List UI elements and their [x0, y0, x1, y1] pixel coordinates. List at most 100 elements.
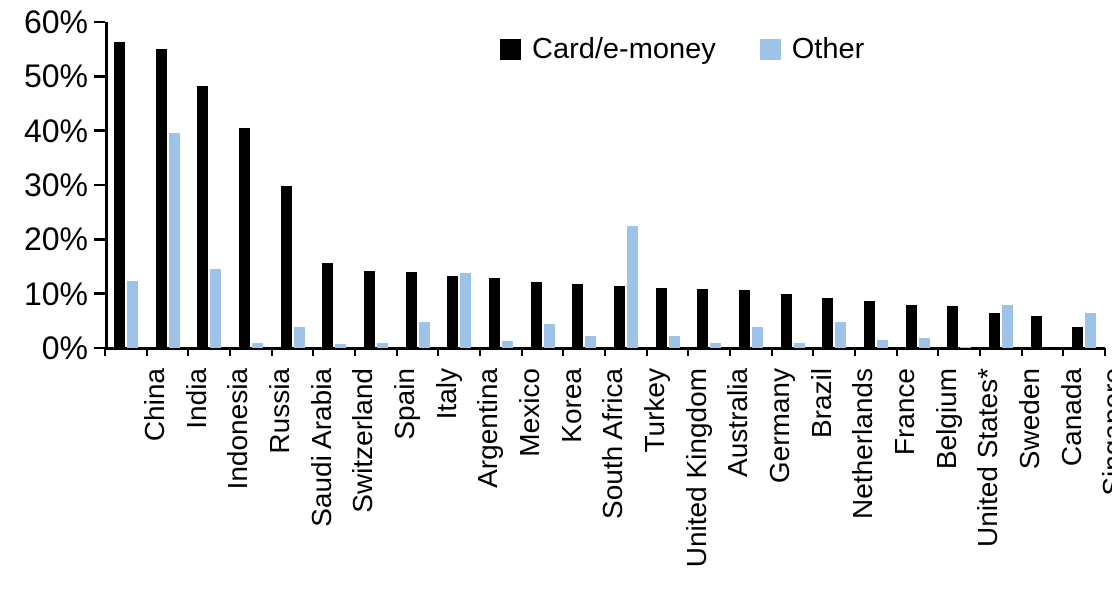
x-tick-mark [604, 348, 606, 356]
legend-swatch-other [759, 39, 781, 60]
x-tick-mark [770, 348, 773, 356]
y-tick-mark [94, 183, 105, 187]
y-axis-tick-label: 40% [23, 112, 88, 149]
bar-other-korea [543, 323, 555, 348]
x-tick-mark [562, 348, 565, 356]
bar-card-russia [238, 127, 250, 348]
x-tick-mark [854, 348, 856, 356]
y-axis-tick-label: 10% [23, 275, 88, 312]
bar-card-brazil [780, 294, 792, 348]
bar-card-sweden [988, 313, 1000, 348]
bar-other-switzerland [335, 344, 347, 348]
y-axis-tick-label: 30% [23, 167, 88, 203]
x-axis-label-germany: Germany [763, 368, 795, 484]
x-axis-label-france: France [888, 368, 920, 456]
x-axis-label-south-africa: South Africa [597, 368, 629, 519]
bar-other-spain [376, 343, 388, 348]
x-axis-label-turkey: Turkey [638, 368, 670, 453]
bar-other-united-states [960, 346, 972, 348]
bar-card-canada [1030, 316, 1042, 348]
bar-card-netherlands [822, 298, 834, 348]
bar-card-south-africa [572, 284, 584, 348]
x-axis-label-argentina: Argentina [472, 368, 504, 488]
bar-card-china [113, 41, 125, 348]
bar-card-saudi-arabia [280, 185, 292, 348]
y-axis-tick-label: 0% [41, 330, 88, 366]
y-tick-mark [94, 238, 105, 241]
bar-card-singapore [1072, 327, 1084, 348]
x-axis-label-switzerland: Switzerland [347, 368, 379, 513]
x-axis-label-indonesia: Indonesia [222, 368, 254, 490]
x-axis-label-netherlands: Netherlands [847, 368, 879, 519]
x-axis-label-belgium: Belgium [930, 368, 962, 470]
x-tick-mark [979, 348, 981, 356]
bar-other-china [126, 281, 138, 348]
x-axis-label-india: India [180, 368, 212, 429]
x-tick-mark [645, 348, 648, 356]
y-tick-mark [94, 129, 105, 132]
x-axis-label-china: China [138, 368, 170, 442]
x-axis-label-united-states: United States* [972, 368, 1004, 547]
bar-card-mexico [488, 278, 500, 348]
x-tick-mark [145, 348, 148, 356]
bar-other-indonesia [210, 269, 222, 348]
x-tick-mark [229, 348, 231, 356]
bar-other-singapore [1085, 312, 1097, 348]
x-tick-mark [520, 348, 523, 356]
bar-card-india [155, 48, 167, 348]
x-axis-label-spain: Spain [388, 368, 420, 440]
x-tick-mark [312, 348, 315, 356]
x-tick-mark [187, 348, 190, 356]
x-axis-label-brazil: Brazil [805, 368, 837, 439]
x-tick-mark [270, 348, 273, 356]
bar-other-saudi-arabia [293, 327, 305, 348]
bar-other-belgium [918, 337, 930, 348]
y-tick-mark [94, 346, 105, 350]
x-tick-mark [354, 348, 356, 356]
x-axis-label-korea: Korea [555, 368, 587, 443]
bar-card-italy [405, 272, 417, 348]
bar-card-indonesia [197, 85, 209, 348]
legend-swatch-card-e-money [500, 39, 521, 60]
y-axis-line [105, 22, 108, 348]
x-tick-mark [104, 348, 106, 356]
bar-other-mexico [501, 341, 513, 348]
bar-card-turkey [613, 285, 625, 348]
legend-label-other: Other [791, 33, 865, 65]
x-tick-mark [395, 348, 398, 356]
bar-card-united-states [947, 305, 959, 348]
bar-other-united-kingdom [668, 336, 680, 348]
x-axis-label-sweden: Sweden [1013, 368, 1045, 470]
y-axis-tick-label: 60% [23, 4, 88, 40]
bar-card-belgium [905, 305, 917, 348]
bar-card-korea [530, 281, 542, 348]
legend: Card/e-money Other [500, 33, 864, 66]
x-tick-mark [1104, 348, 1106, 356]
bar-other-south-africa [585, 335, 597, 348]
bar-card-switzerland [322, 263, 334, 348]
x-tick-mark [812, 348, 815, 356]
bar-other-germany [751, 327, 763, 348]
y-tick-mark [94, 292, 105, 295]
x-tick-mark [1020, 348, 1023, 356]
x-axis-label-mexico: Mexico [513, 368, 545, 457]
x-axis-label-australia: Australia [722, 368, 754, 477]
bar-card-france [863, 301, 875, 348]
y-tick-mark [94, 75, 105, 78]
y-axis-tick-label: 50% [23, 58, 88, 95]
bar-card-spain [363, 271, 375, 348]
x-axis-label-italy: Italy [430, 368, 462, 420]
bar-other-sweden [1001, 304, 1013, 348]
y-tick-mark [94, 20, 105, 24]
x-axis-label-russia: Russia [263, 368, 295, 454]
x-tick-mark [1062, 348, 1065, 356]
bar-card-argentina [447, 276, 459, 348]
bar-card-united-kingdom [655, 287, 667, 348]
bar-other-france [876, 340, 888, 348]
x-axis-label-united-kingdom: United Kingdom [680, 368, 712, 568]
bar-other-australia [710, 343, 722, 348]
bar-other-italy [418, 322, 430, 348]
bar-card-australia [697, 288, 709, 348]
y-axis-tick-label: 20% [23, 221, 88, 258]
